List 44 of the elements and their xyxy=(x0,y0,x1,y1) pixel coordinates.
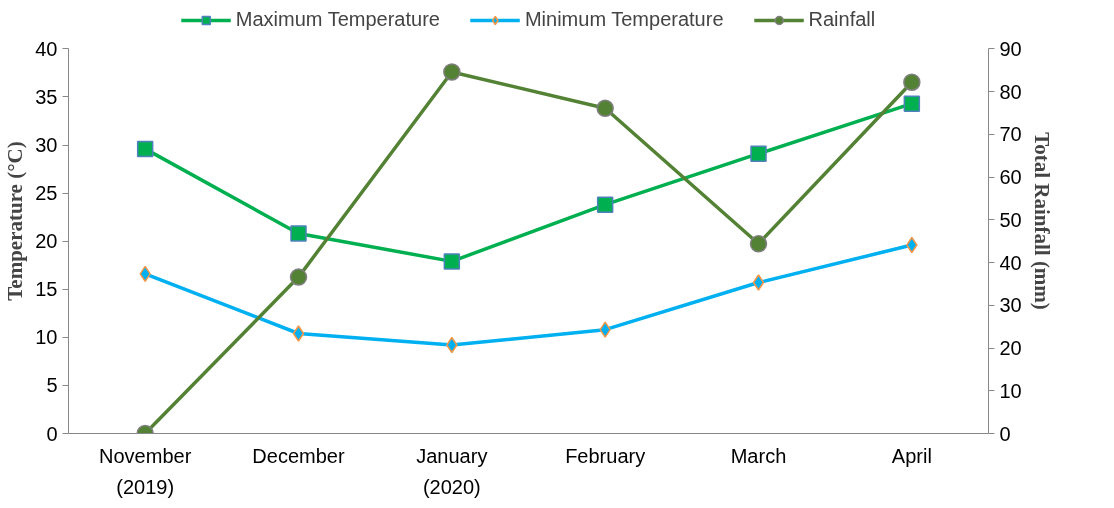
y-tick-label: 25 xyxy=(35,182,58,205)
legend-label: Minimum Temperature xyxy=(524,8,724,31)
y-tick-label: 15 xyxy=(35,278,58,301)
point xyxy=(750,145,767,162)
y2-tick-label: 30 xyxy=(999,294,1022,317)
point xyxy=(292,325,305,342)
y2-tick-label: 0 xyxy=(999,422,1011,445)
y-tick-label: 35 xyxy=(35,85,58,108)
legend-label: Rainfall xyxy=(808,8,876,31)
category-label: January (2020) xyxy=(416,444,488,498)
y-tick-label: 0 xyxy=(46,422,58,445)
point xyxy=(136,140,154,158)
point xyxy=(596,196,614,213)
x-tick-label: December xyxy=(252,444,345,467)
y2-tick-label: 90 xyxy=(999,37,1022,60)
y2-tick-label: 50 xyxy=(999,208,1022,231)
point xyxy=(749,235,768,253)
point xyxy=(443,253,461,270)
y2-tick-label: 60 xyxy=(999,166,1022,189)
point xyxy=(599,321,611,338)
point xyxy=(752,274,765,291)
y-tick-label: 20 xyxy=(35,230,58,253)
y2-axis-title: Total Rainfall (mm) xyxy=(1029,132,1054,310)
x-tick-label: February xyxy=(565,444,646,467)
y2-tick-label: 20 xyxy=(999,337,1022,360)
y2-tick-label: 80 xyxy=(999,80,1022,103)
point xyxy=(289,268,308,286)
y-tick-label: 30 xyxy=(35,134,58,157)
point xyxy=(596,99,614,118)
category-label: November (2019) xyxy=(99,444,192,498)
y-tick-label: 10 xyxy=(35,326,58,349)
y-tick-label: 5 xyxy=(46,374,58,397)
x-tick-label: March xyxy=(730,444,787,467)
point xyxy=(443,63,461,81)
x-tick-label: April xyxy=(891,444,932,467)
y-axis-title: Temperature (°C) xyxy=(3,141,28,301)
legend-label: Maximum Temperature xyxy=(235,8,440,31)
y2-tick-label: 40 xyxy=(999,251,1022,274)
point xyxy=(290,225,307,242)
y-tick-label: 40 xyxy=(35,37,58,60)
y2-tick-label: 10 xyxy=(999,379,1022,402)
point xyxy=(903,73,921,91)
y2-tick-label: 70 xyxy=(999,123,1022,146)
point xyxy=(903,95,921,112)
